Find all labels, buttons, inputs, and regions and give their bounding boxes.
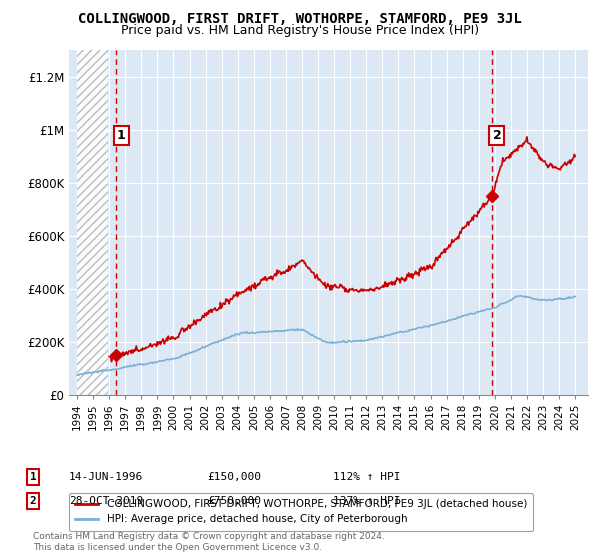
- Legend: COLLINGWOOD, FIRST DRIFT, WOTHORPE, STAMFORD, PE9 3JL (detached house), HPI: Ave: COLLINGWOOD, FIRST DRIFT, WOTHORPE, STAM…: [69, 493, 533, 531]
- Text: 1: 1: [29, 472, 37, 482]
- Text: 1: 1: [117, 129, 125, 142]
- Text: 14-JUN-1996: 14-JUN-1996: [69, 472, 143, 482]
- Text: 2: 2: [29, 496, 37, 506]
- Text: 137% ↑ HPI: 137% ↑ HPI: [333, 496, 401, 506]
- Text: Contains HM Land Registry data © Crown copyright and database right 2024.
This d: Contains HM Land Registry data © Crown c…: [33, 532, 385, 552]
- Bar: [77, 50, 107, 395]
- Text: £750,000: £750,000: [207, 496, 261, 506]
- Text: 2: 2: [493, 129, 501, 142]
- Text: 112% ↑ HPI: 112% ↑ HPI: [333, 472, 401, 482]
- Text: Price paid vs. HM Land Registry's House Price Index (HPI): Price paid vs. HM Land Registry's House …: [121, 24, 479, 37]
- Text: £150,000: £150,000: [207, 472, 261, 482]
- Text: 28-OCT-2019: 28-OCT-2019: [69, 496, 143, 506]
- Text: COLLINGWOOD, FIRST DRIFT, WOTHORPE, STAMFORD, PE9 3JL: COLLINGWOOD, FIRST DRIFT, WOTHORPE, STAM…: [78, 12, 522, 26]
